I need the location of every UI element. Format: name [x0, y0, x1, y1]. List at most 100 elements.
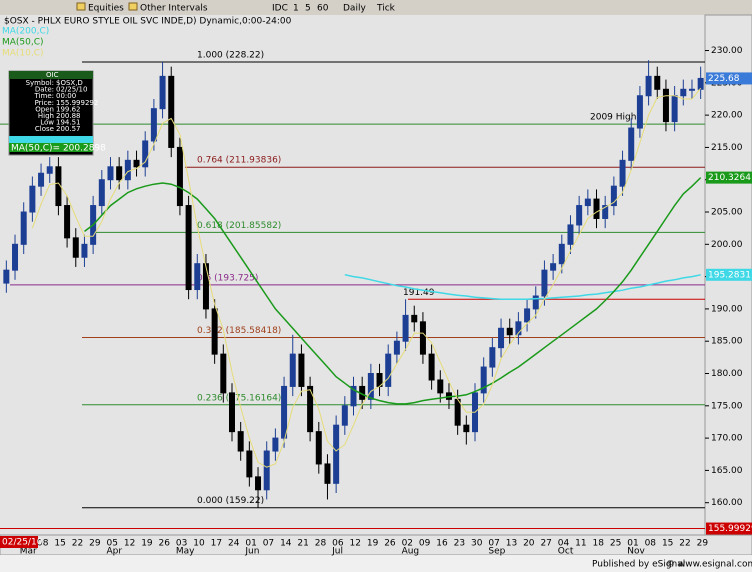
x-tick-label: 29	[89, 539, 101, 549]
candle-body	[584, 198, 591, 207]
x-tick-label: 22	[679, 539, 690, 549]
candle-body	[281, 385, 288, 439]
candle-body	[237, 431, 244, 452]
y-tick-label: 200.00	[711, 240, 743, 250]
data-window-label: Time:	[34, 92, 55, 100]
data-window-label: Close	[35, 125, 54, 133]
toolbar-button[interactable]: Equities	[88, 4, 124, 14]
level-label: 2009 High	[590, 113, 636, 123]
candle-body	[402, 314, 409, 342]
y-tick-label: 170.00	[711, 434, 743, 444]
candle-body	[697, 77, 704, 90]
level-label: 0.618 (201.85582)	[197, 221, 281, 231]
y-tick-label: 175.00	[711, 401, 743, 411]
toolbar-button[interactable]: 5	[305, 4, 311, 14]
candle-body	[428, 353, 435, 381]
data-window-value: $OSX,D	[56, 79, 83, 87]
candle-body	[38, 172, 45, 187]
candle-body	[289, 353, 296, 387]
toolbar-button[interactable]: Other Intervals	[140, 4, 208, 14]
data-window-value: 199.62	[56, 105, 81, 113]
candle-body	[72, 237, 79, 258]
x-tick-label: 27	[540, 539, 551, 549]
x-tick-label: 07	[488, 539, 499, 549]
month-label: Apr	[106, 547, 122, 557]
data-window-label: Symbol:	[26, 79, 54, 87]
candle-body	[662, 88, 669, 123]
data-window-label: Low	[40, 119, 54, 127]
candle-body	[602, 205, 609, 219]
data-window-label: High	[38, 112, 54, 120]
candle-body	[385, 353, 392, 387]
level-label: 0.5 (193.725)	[197, 273, 258, 283]
candle-body	[567, 224, 574, 245]
x-tick-label: 25	[610, 539, 621, 549]
candle-body	[142, 140, 149, 168]
data-window-value: 200.57	[56, 125, 81, 133]
x-tick-label: 23	[454, 539, 465, 549]
candle-body	[228, 392, 235, 433]
month-label: Jul	[331, 547, 343, 557]
candle-body	[168, 75, 175, 148]
value-box-label: 210.3264	[708, 173, 751, 183]
toolbar	[0, 0, 752, 15]
candle-body	[12, 243, 19, 271]
candle-body	[350, 385, 357, 407]
candle-body	[558, 243, 565, 265]
data-window-ma: MA(50,C)= 200.2898	[11, 144, 106, 154]
data-window-value: 00:00	[56, 92, 76, 100]
x-tick-label: 19	[367, 539, 379, 549]
candle-body	[98, 179, 105, 207]
candle-body	[263, 450, 270, 491]
toolbar-button[interactable]: 1	[293, 4, 299, 14]
x-tick-label: 28	[315, 539, 327, 549]
y-tick-label: 185.00	[711, 337, 743, 347]
toolbar-button[interactable]: Tick	[376, 4, 396, 14]
candle-body	[46, 166, 53, 174]
x-tick-label: 29	[697, 539, 709, 549]
x-tick-label: 16	[436, 539, 448, 549]
month-label: Sep	[488, 547, 505, 557]
candle-body	[550, 263, 557, 271]
month-label: Mar	[20, 547, 37, 557]
candle-body	[64, 205, 71, 239]
data-window-label: Open	[35, 105, 54, 113]
candle-body	[220, 353, 227, 394]
candle-body	[124, 159, 131, 181]
y-tick-label: 190.00	[711, 304, 743, 314]
candle-body	[272, 437, 279, 452]
cursor-date-box	[0, 536, 38, 548]
data-window-title-bar	[9, 71, 93, 79]
candle-body	[298, 353, 305, 387]
x-tick-label: 17	[211, 539, 222, 549]
data-window-ma50-bar	[9, 143, 93, 152]
toolbar-button[interactable]: IDC	[272, 4, 288, 14]
candle-body	[315, 431, 322, 465]
x-tick-label: 08	[645, 539, 657, 549]
candle-body	[454, 398, 461, 426]
x-tick-label: 26	[159, 539, 171, 549]
footer	[0, 555, 752, 572]
candle-body	[506, 327, 513, 336]
x-tick-label: 13	[506, 539, 517, 549]
x-tick-label: 15	[54, 539, 65, 549]
data-window-value: 155.999292	[56, 99, 98, 107]
value-box	[706, 268, 752, 281]
toolbar-button[interactable]: 60	[317, 4, 329, 14]
legend-entry: MA(50,C)	[2, 38, 44, 48]
x-tick-label: 12	[124, 539, 135, 549]
ma-line	[344, 273, 701, 300]
footer-published: Published by eSignal	[592, 560, 685, 570]
candle-body	[688, 88, 695, 91]
y-tick-label: 180.00	[711, 369, 743, 379]
candle-body	[437, 379, 444, 394]
x-tick-label: 19	[141, 539, 153, 549]
data-window-label: Date:	[35, 86, 54, 94]
candle-body	[489, 347, 496, 368]
x-tick-label: 30	[471, 539, 483, 549]
legend-entry: MA(10,C)	[2, 49, 44, 59]
candle-body	[645, 75, 652, 97]
toolbar-button[interactable]: Daily	[343, 4, 366, 14]
y-tick-label: 205.00	[711, 208, 743, 218]
